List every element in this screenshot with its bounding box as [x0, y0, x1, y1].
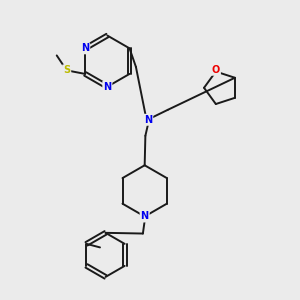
Text: N: N	[144, 115, 152, 125]
Text: O: O	[212, 65, 220, 75]
Text: S: S	[63, 65, 70, 75]
Text: N: N	[81, 43, 89, 53]
Text: N: N	[141, 212, 149, 221]
Text: N: N	[103, 82, 111, 92]
